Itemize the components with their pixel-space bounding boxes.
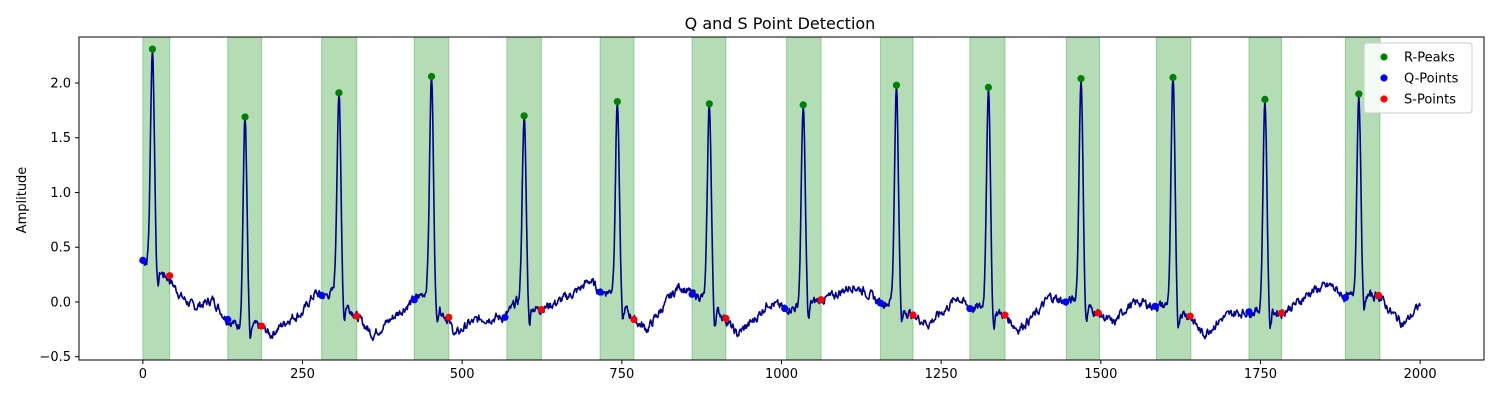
r-peak-marker bbox=[520, 112, 528, 120]
q-point-marker bbox=[501, 313, 509, 321]
legend: R-Peaks Q-Points S-Points bbox=[1363, 42, 1473, 114]
qrs-region-1 bbox=[142, 36, 171, 361]
s-point-marker bbox=[1375, 291, 1383, 299]
r-peak-marker bbox=[148, 45, 157, 53]
q-point-marker bbox=[688, 290, 696, 298]
s-point-marker bbox=[353, 312, 361, 320]
x-tick-label: 750 bbox=[609, 367, 634, 382]
detected-points bbox=[139, 45, 1383, 330]
q-point-marker bbox=[1062, 298, 1070, 306]
legend-label: S-Points bbox=[1404, 93, 1456, 108]
x-tick-label: 0 bbox=[139, 367, 147, 382]
y-tick-label: 0.5 bbox=[50, 241, 71, 256]
x-tick-label: 1250 bbox=[925, 367, 958, 382]
x-tick-label: 1000 bbox=[765, 367, 798, 382]
legend-label: R-Peaks bbox=[1404, 51, 1455, 66]
y-axis-label: Amplitude bbox=[15, 167, 30, 234]
r-peak-marker bbox=[1355, 90, 1363, 98]
s-point-marker bbox=[1094, 309, 1102, 317]
legend-label: Q-Points bbox=[1404, 72, 1459, 87]
r-peak-marker bbox=[241, 113, 249, 121]
q-point-marker bbox=[876, 299, 885, 307]
qrs-region-5 bbox=[506, 36, 542, 361]
y-tick-label: 1.0 bbox=[50, 186, 71, 201]
y-tick-label: 1.5 bbox=[50, 131, 71, 146]
s-point-marker bbox=[445, 313, 453, 321]
q-point-marker bbox=[1151, 302, 1159, 310]
legend-marker bbox=[1380, 95, 1388, 103]
q-point-marker bbox=[1245, 308, 1253, 316]
chart-title: Q and S Point Detection bbox=[685, 14, 876, 33]
q-point-marker bbox=[596, 288, 604, 296]
q-point-marker bbox=[224, 315, 232, 324]
r-peak-marker bbox=[1169, 73, 1177, 82]
qrs-region-7 bbox=[691, 36, 727, 361]
r-peak-marker bbox=[984, 83, 993, 91]
s-point-marker bbox=[630, 315, 638, 324]
x-tick-label: 2000 bbox=[1404, 367, 1437, 382]
x-tick-label: 1500 bbox=[1084, 367, 1117, 382]
q-point-marker bbox=[410, 296, 418, 304]
r-peak-marker bbox=[799, 101, 807, 109]
x-tick-label: 500 bbox=[450, 367, 475, 382]
y-tick-label: 2.0 bbox=[50, 76, 71, 91]
q-point-marker bbox=[318, 291, 326, 299]
qrs-region-6 bbox=[599, 36, 635, 361]
q-point-marker bbox=[781, 304, 789, 313]
q-point-marker bbox=[966, 304, 974, 313]
s-point-marker bbox=[817, 296, 825, 304]
qrs-region-8 bbox=[786, 36, 822, 361]
s-point-marker bbox=[1001, 311, 1009, 319]
legend-marker bbox=[1380, 53, 1388, 61]
axes: 0 250 500 750 1000 1250 1500 1750 2000 −0.5 0.0 0.5… bbox=[39, 36, 1485, 382]
y-tick-label: −0.5 bbox=[39, 350, 71, 365]
q-point-marker bbox=[1341, 293, 1350, 302]
q-point-marker bbox=[139, 256, 147, 264]
legend-box bbox=[1363, 42, 1473, 114]
r-peak-marker bbox=[1077, 75, 1085, 83]
s-point-marker bbox=[909, 311, 917, 319]
r-peak-marker bbox=[705, 100, 713, 108]
s-point-marker bbox=[258, 322, 266, 330]
r-peak-marker bbox=[892, 81, 901, 89]
s-point-marker bbox=[166, 272, 174, 280]
y-tick-label: 0.0 bbox=[50, 295, 71, 310]
s-point-marker bbox=[1277, 309, 1286, 317]
qrs-region-2 bbox=[227, 36, 263, 361]
r-peak-marker bbox=[427, 72, 436, 81]
r-peak-marker bbox=[613, 98, 621, 106]
s-point-marker bbox=[1186, 312, 1194, 320]
legend-marker bbox=[1380, 74, 1388, 82]
r-peak-marker bbox=[335, 89, 343, 97]
r-peak-marker bbox=[1261, 95, 1269, 104]
s-point-marker bbox=[537, 306, 545, 314]
s-point-marker bbox=[722, 314, 730, 322]
x-tick-label: 1750 bbox=[1244, 367, 1277, 382]
x-tick-label: 250 bbox=[290, 367, 315, 382]
